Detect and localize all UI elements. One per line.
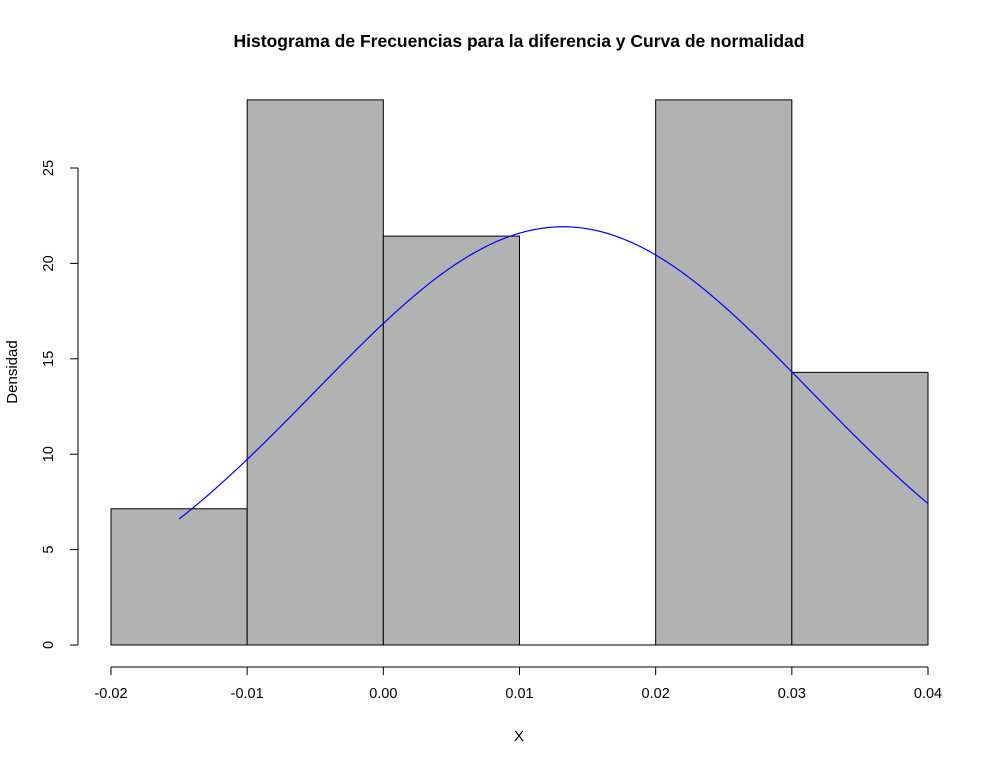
chart-title: Histograma de Frecuencias para la difere… — [234, 31, 805, 51]
x-tick-label: 0.04 — [914, 686, 942, 702]
y-tick-label: 15 — [41, 351, 57, 367]
x-tick-label: 0.01 — [505, 686, 533, 702]
histogram-bars — [110, 99, 929, 646]
x-tick-label: 0.00 — [369, 686, 397, 702]
x-axis: -0.02 -0.01 0.00 0.01 0.02 0.03 0.04 — [94, 666, 942, 702]
y-axis: 0 5 10 15 20 25 — [41, 160, 79, 649]
histogram-bar-5 — [791, 371, 929, 646]
x-tick-label: 0.03 — [778, 686, 806, 702]
y-axis-label: Densidad — [4, 340, 21, 403]
histogram-bar-2 — [382, 235, 521, 646]
y-tick-label: 25 — [41, 160, 57, 176]
y-tick-label: 5 — [41, 546, 57, 554]
normal-curve — [178, 226, 929, 520]
y-tick-label: 20 — [41, 255, 57, 271]
y-tick-label: 10 — [41, 446, 57, 462]
histogram-bar-1 — [246, 99, 384, 646]
histogram-bar-0 — [110, 508, 248, 646]
x-tick-label: 0.02 — [642, 686, 670, 702]
x-tick-label: -0.01 — [231, 686, 264, 702]
y-tick-label: 0 — [41, 641, 57, 649]
x-tick-label: -0.02 — [94, 686, 127, 702]
x-axis-label: X — [514, 728, 524, 745]
histogram-bar-4 — [655, 99, 793, 646]
